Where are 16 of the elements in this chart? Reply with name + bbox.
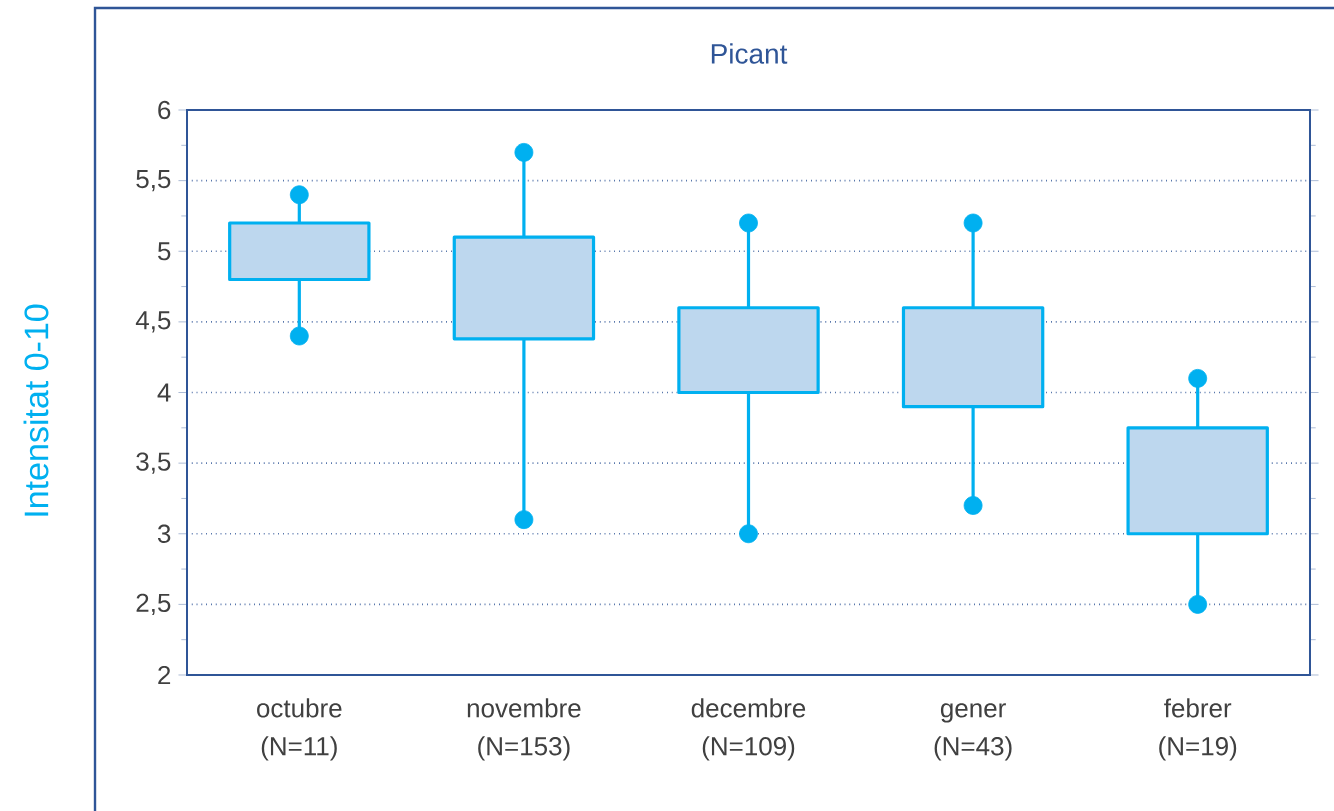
x-tick-label: octubre (N=11) — [257, 698, 342, 761]
y-tick-label: 6 — [158, 100, 171, 120]
y-tick-label: 5 — [157, 242, 171, 261]
y-tick-label: 5,5 — [136, 170, 171, 192]
x-tick-label: novembre (N=153) — [467, 698, 581, 761]
y-tick-label: 4,5 — [135, 311, 171, 333]
chart-title: Picant — [711, 43, 788, 64]
y-tick-label: 3 — [157, 524, 171, 543]
x-tick-label: gener (N=43) — [934, 703, 1012, 761]
x-tick-label: decembre (N=109) — [691, 698, 806, 761]
y-axis-title: Intensitat 0-10 — [23, 304, 49, 516]
x-tick-label: febrer (N=19) — [1159, 698, 1237, 761]
y-tick-label: 4 — [157, 383, 171, 402]
y-tick-label: 2 — [158, 665, 171, 685]
y-tick-label: 3,5 — [136, 452, 171, 474]
y-tick-label: 2,5 — [136, 593, 171, 616]
